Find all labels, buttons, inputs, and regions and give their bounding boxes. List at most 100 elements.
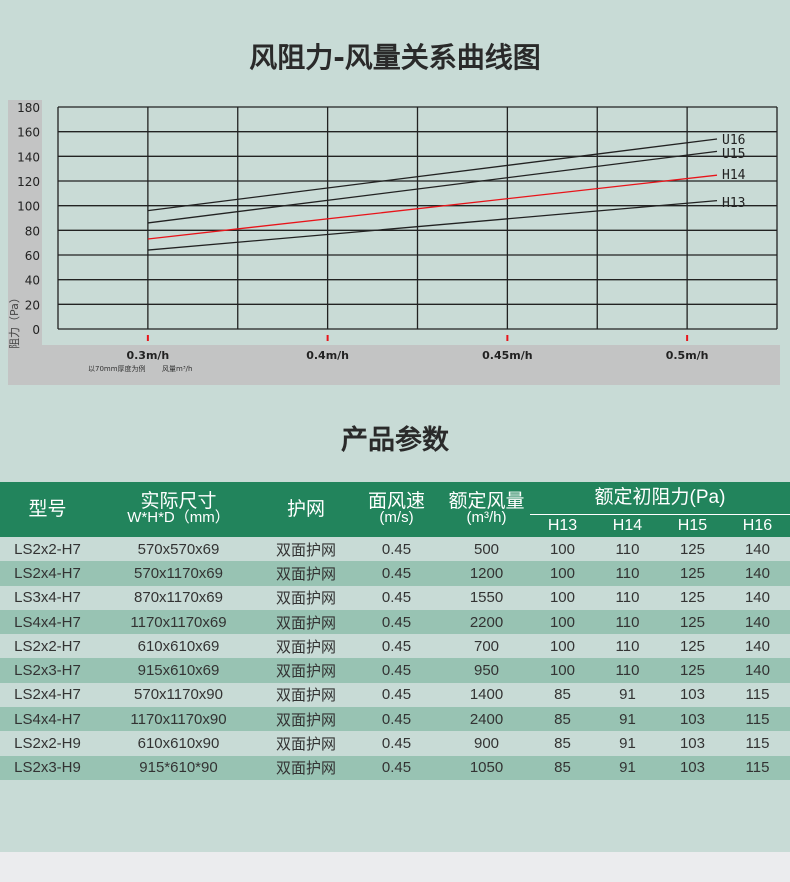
table-cell: 610x610x90: [137, 735, 220, 753]
table-cell: 2400: [443, 707, 530, 732]
table-cell: 91: [594, 755, 660, 780]
table-cell: 91: [619, 735, 636, 753]
header-grade: H13: [530, 514, 595, 537]
table-cell: LS2x4-H7: [0, 561, 95, 586]
table-cell: 1200: [443, 561, 530, 586]
table-cell: 1170x1170x90: [95, 707, 262, 732]
y-tick-label: 20: [25, 298, 40, 312]
table-row: LS4x4-H7 1170x1170x69 双面护网 0.45 2200 100 110 12…: [0, 609, 790, 635]
table-cell: LS2x2-H9: [14, 735, 81, 753]
table-cell: 110: [615, 637, 640, 655]
table-cell: 950: [443, 658, 530, 683]
table-cell: 1550: [469, 589, 504, 607]
table-cell: 115: [724, 755, 790, 780]
table-cell: 110: [615, 540, 640, 558]
table-cell: 125: [679, 540, 705, 558]
table-cell: 100: [530, 658, 595, 683]
table-cell: 103: [659, 707, 725, 732]
table-row: LS2x2-H9 610x610x90 双面护网 0.45 900 85 91 103 115: [0, 731, 790, 755]
x-tick-label: 0.45m/h: [482, 349, 532, 362]
table-cell: 100: [549, 540, 575, 558]
y-tick-label: 180: [17, 101, 40, 115]
table-cell: LS2x4-H7: [14, 686, 81, 704]
table-cell: 110: [594, 561, 660, 586]
table-cell: 双面护网: [275, 736, 336, 754]
table-cell: 870x1170x69: [134, 589, 223, 607]
series-line-U15: [147, 150, 718, 224]
table-cell: 1400: [469, 686, 504, 704]
y-tick-label: 60: [25, 249, 40, 263]
table-cell: 125: [679, 589, 705, 607]
table-cell: 1050: [443, 755, 530, 780]
table-cell: 570x1170x69: [95, 561, 262, 586]
table-cell: 100: [549, 589, 575, 607]
section-title: 产品参数: [341, 425, 449, 456]
table-cell: LS4x4-H7: [0, 707, 95, 732]
header-speed-sub: (m/s): [379, 508, 414, 526]
header-grade: H16: [724, 514, 790, 537]
table-cell: 双面护网: [275, 687, 336, 705]
y-tick-label: 80: [25, 224, 40, 238]
table-cell: 0.45: [381, 686, 412, 704]
table-cell: 1170x1170x69: [95, 609, 262, 635]
table-cell: 110: [594, 609, 660, 635]
table-cell: 103: [679, 735, 705, 753]
table-cell: 110: [594, 658, 660, 683]
table-row: LS4x4-H7 1170x1170x90 双面护网 0.45 2400 85 91 103 1…: [0, 707, 790, 732]
table-cell: 85: [530, 755, 595, 780]
table-cell: 85: [530, 707, 595, 732]
table-cell: 570x570x69: [137, 540, 220, 558]
table-cell: 125: [659, 561, 725, 586]
table-cell: LS3x4-H7: [14, 589, 81, 607]
table-cell: LS2x3-H7: [0, 658, 95, 683]
series-label: H14: [722, 168, 746, 183]
chart-note: 以70mm厚度为例: [88, 364, 146, 373]
resistance-airflow-chart: 0 20 40 60 80 100 120 140 160 180 0.3m/h 0.4m/h 0.45…: [8, 100, 780, 385]
y-tick-label: 100: [17, 200, 40, 214]
header-flow-label: 额定风量: [448, 490, 525, 512]
table-cell: 100: [530, 561, 595, 586]
series-label: U15: [722, 147, 745, 162]
table-cell: 0.45: [381, 540, 412, 558]
header-flow-sub: (m³/h): [466, 508, 507, 526]
x-tick-label: 0.3m/h: [126, 349, 169, 362]
y-tick-label: 120: [17, 175, 40, 189]
x-tick-label: 0.5m/h: [666, 349, 709, 362]
y-axis-label: 阻力（Pa）: [8, 292, 21, 349]
header-model: 型号: [0, 482, 95, 537]
header-resistance: 额定初阻力(Pa): [530, 482, 790, 515]
y-tick-label: 0: [32, 323, 40, 337]
table-cell: 140: [724, 658, 790, 683]
table-row: LS2x3-H7 915x610x69 双面护网 0.45 950 100 110 125 14…: [0, 658, 790, 683]
product-spec-table: 型号 实际尺寸 W*H*D（mm） 护网 面风速 (m/s) 额定风量 (m³/h) …: [0, 482, 790, 780]
table-cell: 110: [615, 589, 640, 607]
header-speed: 面风速 (m/s): [350, 482, 443, 537]
table-cell: 115: [745, 686, 770, 704]
table-cell: 103: [659, 755, 725, 780]
header-size: 实际尺寸 W*H*D（mm）: [95, 482, 262, 537]
series-line-U16: [147, 138, 718, 212]
table-cell: 双面护网: [262, 658, 350, 683]
header-grade: H14: [594, 514, 660, 537]
table-cell: 115: [745, 735, 770, 753]
table-cell: 570x1170x90: [134, 686, 223, 704]
table-cell: 915*610*90: [95, 755, 262, 780]
table-cell: 140: [724, 609, 790, 635]
table-cell: 91: [594, 707, 660, 732]
table-cell: LS2x2-H7: [14, 637, 81, 655]
table-row: LS2x2-H7 610x610x69 双面护网 0.45 700 100 110 125 14…: [0, 634, 790, 658]
table-row: LS2x2-H7 570x570x69 双面护网 0.45 500 100 110 125 14…: [0, 537, 790, 561]
table-cell: 0.45: [350, 561, 443, 586]
header-flow: 额定风量 (m³/h): [443, 482, 530, 537]
footer-band: [0, 852, 790, 882]
series-label: U16: [722, 133, 745, 148]
table-cell: 91: [619, 686, 636, 704]
table-row: LS2x4-H7 570x1170x90 双面护网 0.45 1400 85 91 103 11…: [0, 683, 790, 707]
table-cell: 125: [659, 609, 725, 635]
series-line-H13: [147, 199, 718, 251]
table-cell: 140: [744, 540, 770, 558]
x-axis-label: 风量m³/h: [162, 365, 192, 373]
table-cell: 0.45: [350, 609, 443, 635]
table-cell: 140: [744, 589, 770, 607]
series-label: H13: [722, 196, 745, 211]
